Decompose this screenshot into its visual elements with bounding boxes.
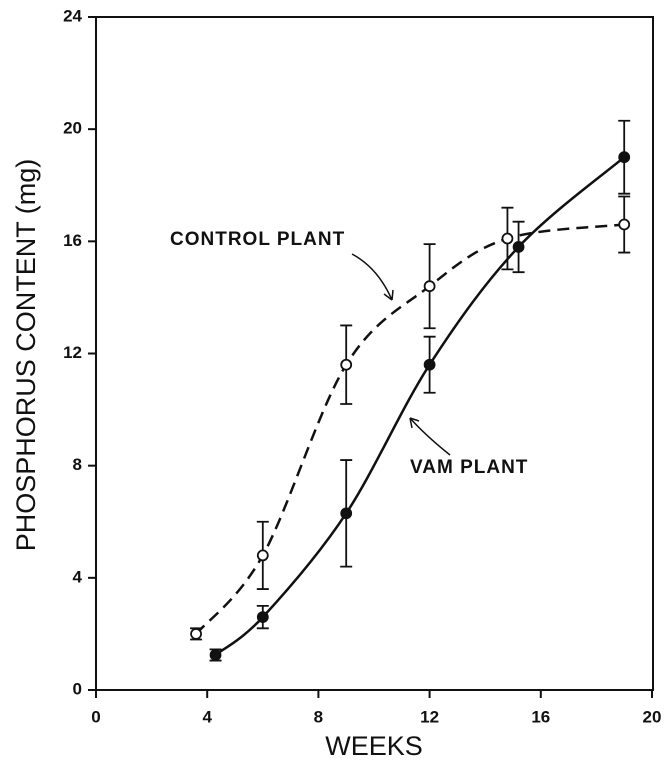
x-tick-label: 4 <box>202 707 212 726</box>
data-point <box>618 151 631 164</box>
x-axis-label: WEEKS <box>325 731 423 761</box>
y-tick-label: 20 <box>63 119 82 138</box>
series-line <box>195 223 625 635</box>
annotation-arrow <box>351 253 393 301</box>
x-tick-label: 0 <box>91 707 100 726</box>
data-point <box>340 358 353 371</box>
data-point <box>618 218 631 231</box>
data-point <box>512 241 525 253</box>
annotation: VAM PLANT <box>410 457 528 478</box>
x-tick-label: 12 <box>420 707 439 726</box>
y-tick-label: 8 <box>73 455 82 474</box>
annotation-arrow <box>383 289 394 301</box>
data-point <box>209 649 222 661</box>
annotation: CONTROL PLANT <box>170 229 345 250</box>
data-point <box>340 507 353 520</box>
x-tick-label: 20 <box>643 707 662 726</box>
y-tick-label: 0 <box>73 679 82 698</box>
data-point <box>256 611 269 623</box>
y-tick-label: 24 <box>63 6 82 25</box>
x-tick-label: 8 <box>314 707 323 726</box>
plot-frame <box>95 16 654 691</box>
data-point <box>423 280 436 293</box>
x-tick-label: 16 <box>531 707 550 726</box>
y-tick-label: 4 <box>73 567 83 586</box>
y-axis-label: PHOSPHORUS CONTENT (mg) <box>11 159 41 552</box>
y-tick-label: 16 <box>63 231 82 250</box>
data-point <box>190 628 202 640</box>
data-point <box>501 232 514 245</box>
annotation-arrow <box>409 417 451 456</box>
y-tick-label: 12 <box>63 343 82 362</box>
data-point <box>423 358 436 371</box>
annotation-arrow <box>409 417 420 429</box>
data-point <box>256 549 269 562</box>
